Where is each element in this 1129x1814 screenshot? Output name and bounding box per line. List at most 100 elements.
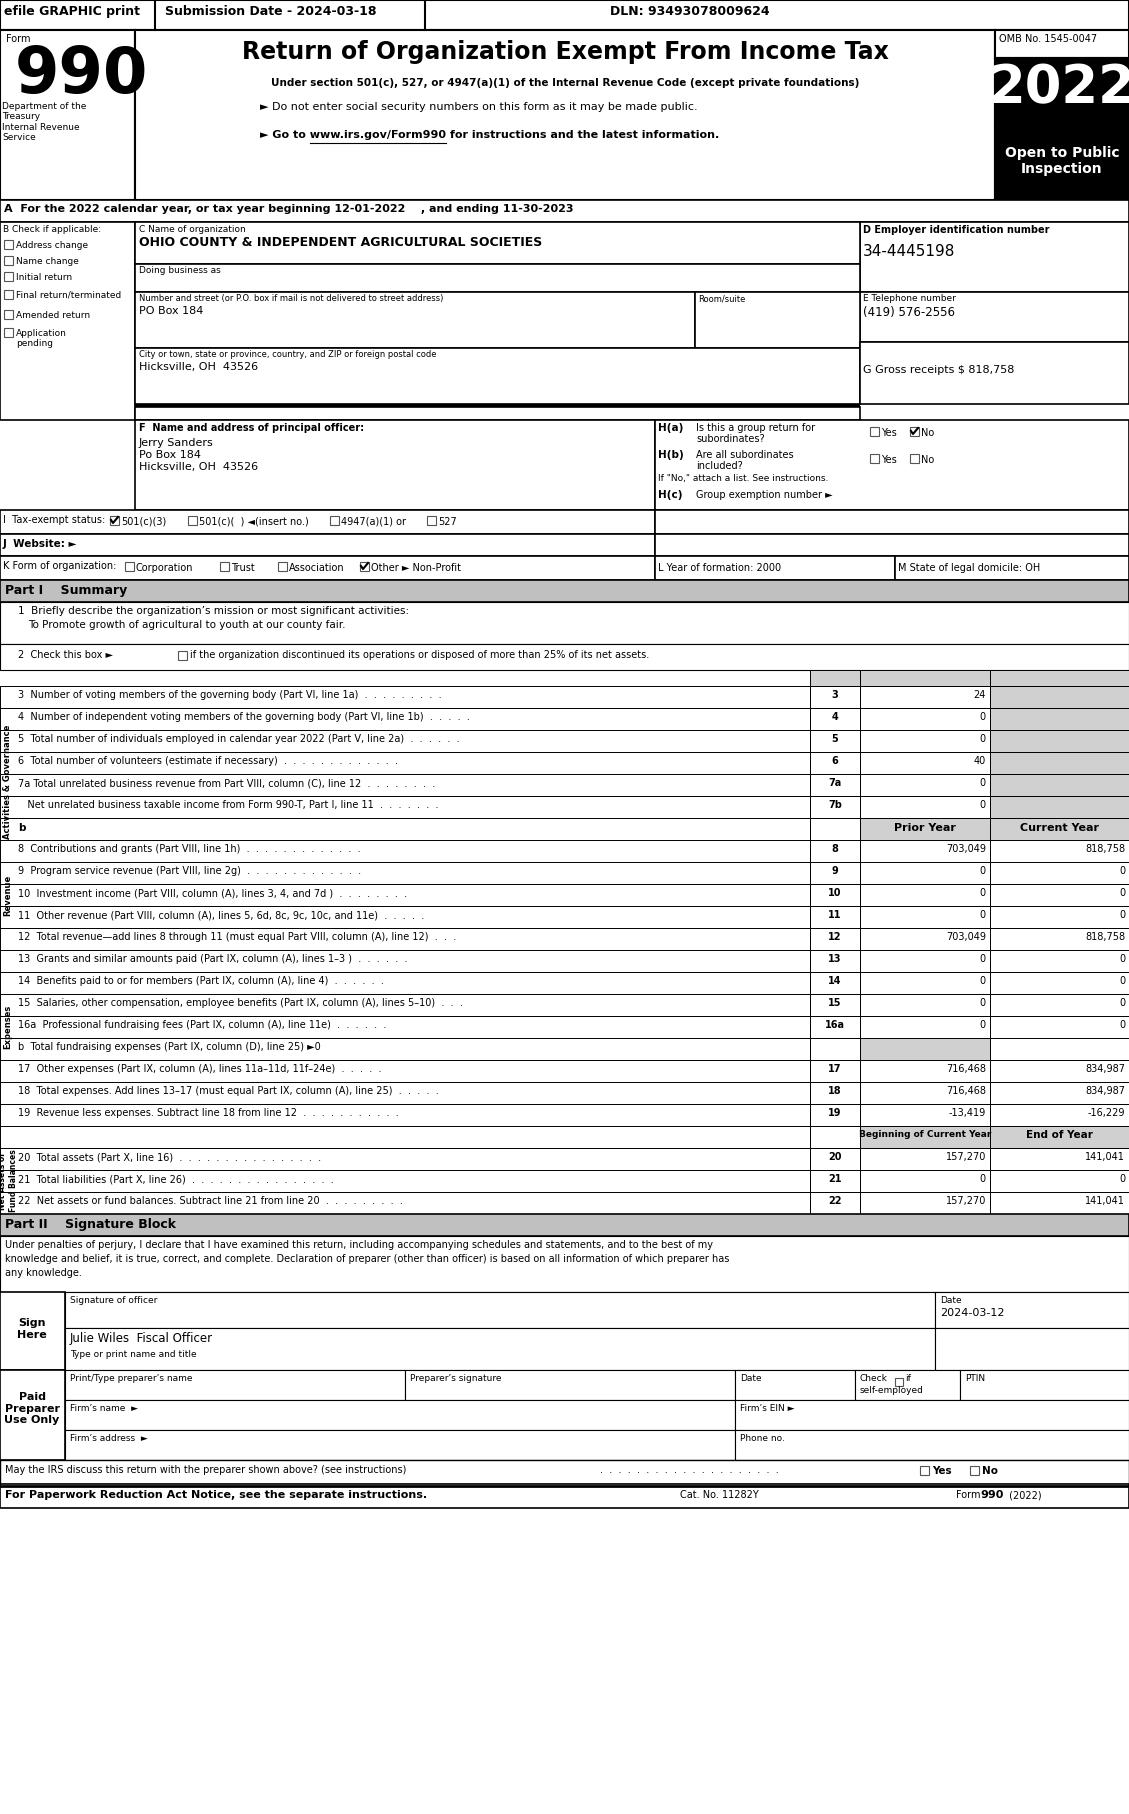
Text: Firm’s EIN ►: Firm’s EIN ► (739, 1404, 795, 1413)
Text: 0: 0 (980, 778, 986, 787)
Bar (990, 796, 1129, 818)
Text: Under penalties of perjury, I declare that I have examined this return, includin: Under penalties of perjury, I declare th… (5, 1241, 714, 1250)
Bar (0, 1148, 809, 1170)
Bar (5, 239, 14, 249)
Text: D Employer identification number: D Employer identification number (863, 225, 1050, 236)
Text: 0: 0 (980, 976, 986, 987)
Text: b: b (18, 824, 26, 833)
Bar (809, 707, 860, 729)
Text: PTIN: PTIN (965, 1373, 986, 1382)
Text: 40: 40 (973, 756, 986, 766)
Bar (990, 775, 1129, 796)
Text: OHIO COUNTY & INDEPENDENT AGRICULTURAL SOCIETIES: OHIO COUNTY & INDEPENDENT AGRICULTURAL S… (139, 236, 542, 249)
Text: 834,987: 834,987 (1085, 1065, 1124, 1074)
Bar (990, 1038, 1129, 1059)
Bar (5, 310, 14, 319)
Text: K Form of organization:: K Form of organization: (3, 561, 116, 571)
Text: Yes: Yes (881, 428, 896, 437)
Text: Sign
Here: Sign Here (17, 1319, 47, 1339)
Bar (0, 1370, 65, 1460)
Bar (860, 862, 990, 883)
Text: 2  Check this box ►: 2 Check this box ► (18, 649, 113, 660)
Bar (990, 1148, 1129, 1170)
Bar (5, 328, 14, 337)
Bar (65, 1400, 735, 1429)
Bar (990, 753, 1129, 775)
Bar (0, 1170, 809, 1192)
Bar (5, 272, 14, 281)
Bar (860, 343, 1129, 405)
Text: Trust: Trust (231, 562, 255, 573)
Text: Other ► Non-Profit: Other ► Non-Profit (371, 562, 461, 573)
Bar (895, 557, 1129, 580)
Text: 990: 990 (15, 44, 148, 105)
Text: F  Name and address of principal officer:: F Name and address of principal officer: (139, 423, 365, 434)
Text: 157,270: 157,270 (946, 1152, 986, 1163)
Text: 501(c)(3): 501(c)(3) (121, 517, 166, 528)
Bar (870, 426, 879, 435)
Bar (135, 31, 995, 200)
Text: 20: 20 (829, 1152, 842, 1163)
Text: 1  Briefly describe the organization’s mission or most significant activities:: 1 Briefly describe the organization’s mi… (18, 606, 409, 617)
Text: 0: 0 (1119, 1019, 1124, 1030)
Bar (995, 58, 1129, 125)
Text: 141,041: 141,041 (1085, 1195, 1124, 1206)
Text: 13  Grants and similar amounts paid (Part IX, column (A), lines 1–3 )  .  .  .  : 13 Grants and similar amounts paid (Part… (18, 954, 408, 963)
Text: 501(c)(  ) ◄(insert no.): 501(c)( ) ◄(insert no.) (199, 517, 308, 528)
Text: Cat. No. 11282Y: Cat. No. 11282Y (680, 1489, 759, 1500)
Text: Check: Check (860, 1373, 887, 1382)
Text: Form: Form (956, 1489, 983, 1500)
Text: 0: 0 (980, 1174, 986, 1185)
Bar (0, 1059, 809, 1081)
Text: City or town, state or province, country, and ZIP or foreign postal code: City or town, state or province, country… (139, 350, 437, 359)
Text: To Promote growth of agricultural to youth at our county fair.: To Promote growth of agricultural to you… (28, 620, 345, 629)
Bar (0, 775, 809, 796)
Text: 3  Number of voting members of the governing body (Part VI, line 1a)  .  .  .  .: 3 Number of voting members of the govern… (18, 689, 441, 700)
Text: 6: 6 (832, 756, 839, 766)
Text: 990: 990 (980, 1489, 1004, 1500)
Bar (910, 426, 919, 435)
Text: 21: 21 (829, 1174, 842, 1185)
Text: H(c): H(c) (658, 490, 683, 501)
Text: Firm’s name  ►: Firm’s name ► (70, 1404, 138, 1413)
Text: 0: 0 (980, 954, 986, 963)
Text: Julie Wiles  Fiscal Officer: Julie Wiles Fiscal Officer (70, 1331, 213, 1344)
Bar (809, 775, 860, 796)
Text: 4: 4 (832, 713, 839, 722)
Text: 19  Revenue less expenses. Subtract line 18 from line 12  .  .  .  .  .  .  .  .: 19 Revenue less expenses. Subtract line … (18, 1108, 399, 1117)
Bar (990, 994, 1129, 1016)
Bar (0, 602, 1129, 644)
Text: Is this a group return for: Is this a group return for (695, 423, 815, 434)
Bar (0, 729, 809, 753)
Bar (809, 1126, 860, 1148)
Text: Hicksville, OH  43526: Hicksville, OH 43526 (139, 463, 259, 472)
Bar (860, 905, 990, 929)
Text: 0: 0 (980, 998, 986, 1009)
Text: M State of legal domicile: OH: M State of legal domicile: OH (898, 562, 1040, 573)
Text: included?: included? (695, 461, 743, 472)
Bar (135, 421, 655, 510)
Text: Group exemption number ►: Group exemption number ► (695, 490, 832, 501)
Text: 16a  Professional fundraising fees (Part IX, column (A), line 11e)  .  .  .  .  : 16a Professional fundraising fees (Part … (18, 1019, 386, 1030)
Text: Doing business as: Doing business as (139, 267, 221, 276)
Text: 7b: 7b (828, 800, 842, 811)
Bar (0, 1016, 809, 1038)
Text: 5  Total number of individuals employed in calendar year 2022 (Part V, line 2a) : 5 Total number of individuals employed i… (18, 735, 460, 744)
Bar (860, 883, 990, 905)
Text: Department of the
Treasury
Internal Revenue
Service: Department of the Treasury Internal Reve… (2, 102, 87, 141)
Text: Signature of officer: Signature of officer (70, 1295, 157, 1304)
Text: No: No (921, 428, 935, 437)
Text: 8: 8 (832, 844, 839, 854)
Text: C Name of organization: C Name of organization (139, 225, 246, 234)
Bar (935, 1292, 1129, 1328)
Text: Type or print name and title: Type or print name and title (70, 1350, 196, 1359)
Text: Print/Type preparer’s name: Print/Type preparer’s name (70, 1373, 193, 1382)
Text: Form: Form (6, 34, 30, 44)
Bar (178, 651, 187, 660)
Text: ► Go to www.irs.gov/Form990 for instructions and the latest information.: ► Go to www.irs.gov/Form990 for instruct… (260, 131, 719, 140)
Bar (860, 729, 990, 753)
Text: Activities & Governance: Activities & Governance (3, 726, 12, 840)
Text: -16,229: -16,229 (1087, 1108, 1124, 1117)
Text: 703,049: 703,049 (946, 932, 986, 941)
Text: Net unrelated business taxable income from Form 990-T, Part I, line 11  .  .  . : Net unrelated business taxable income fr… (18, 800, 438, 811)
